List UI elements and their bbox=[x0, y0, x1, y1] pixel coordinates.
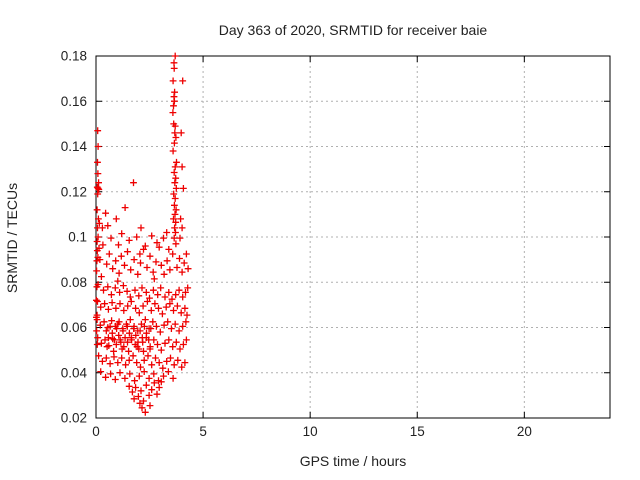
x-axis-label: GPS time / hours bbox=[299, 453, 407, 469]
y-tick-label: 0.12 bbox=[61, 184, 87, 199]
y-tick-label: 0.02 bbox=[61, 411, 87, 426]
x-tick-label: 0 bbox=[92, 424, 100, 439]
y-tick-label: 0.16 bbox=[61, 94, 87, 109]
x-tick-label: 10 bbox=[303, 424, 318, 439]
y-tick-label: 0.06 bbox=[61, 320, 87, 335]
y-tick-label: 0.14 bbox=[61, 139, 88, 154]
x-tick-label: 5 bbox=[199, 424, 207, 439]
y-tick-label: 0.1 bbox=[68, 230, 87, 245]
x-tick-label: 20 bbox=[517, 424, 532, 439]
y-tick-label: 0.04 bbox=[61, 365, 88, 380]
y-tick-label: 0.08 bbox=[61, 275, 87, 290]
y-tick-label: 0.18 bbox=[61, 49, 87, 64]
x-tick-label: 15 bbox=[410, 424, 425, 439]
chart-title: Day 363 of 2020, SRMTID for receiver bai… bbox=[218, 22, 488, 38]
scatter-points bbox=[93, 52, 192, 416]
